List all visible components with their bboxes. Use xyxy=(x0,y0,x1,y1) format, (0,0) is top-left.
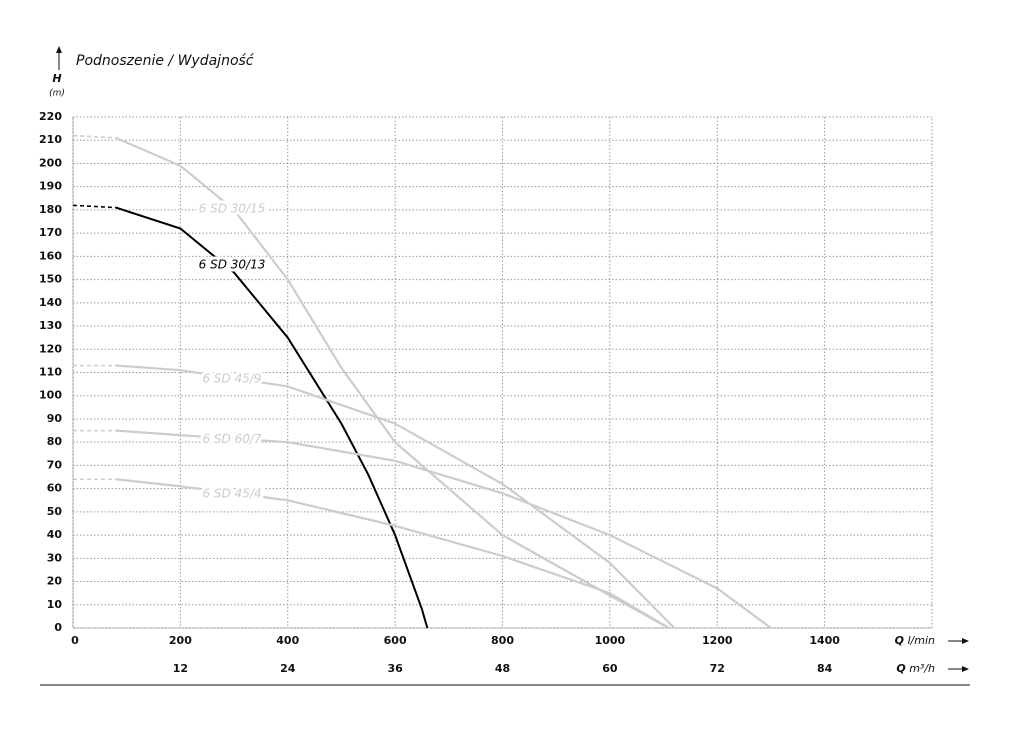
y-tick-label: 150 xyxy=(39,273,62,286)
series-label: 6 SD 45/9 xyxy=(202,371,261,385)
x-tick-label: 600 xyxy=(384,634,407,647)
x-arrow-head xyxy=(962,638,969,644)
x2-tick-label: 84 xyxy=(817,662,833,675)
y-tick-label: 190 xyxy=(39,180,62,193)
curve xyxy=(115,364,676,629)
y-tick-label: 110 xyxy=(39,366,62,379)
y-tick-label: 220 xyxy=(39,110,62,123)
y-arrow-head xyxy=(56,46,62,53)
y-tick-label: 200 xyxy=(39,156,62,169)
y-tick-label: 30 xyxy=(47,551,63,564)
y-tick-label: 210 xyxy=(39,133,62,146)
y-axis-unit: (m) xyxy=(49,89,65,99)
x-tick-label: 0 xyxy=(71,634,79,647)
y-tick-label: 0 xyxy=(54,621,62,634)
y-axis-label: H xyxy=(52,72,61,85)
series-label: 6 SD 30/13 xyxy=(199,257,266,271)
x-tick-label: 200 xyxy=(169,634,192,647)
x2-arrow-head xyxy=(962,666,969,672)
x2-axis-symbol: Q xyxy=(896,662,905,675)
x2-tick-label: 48 xyxy=(495,662,510,675)
y-tick-label: 180 xyxy=(39,203,62,216)
curve xyxy=(115,206,429,629)
y-tick-label: 90 xyxy=(47,412,63,425)
curve-start-dashed xyxy=(72,134,117,139)
y-tick-label: 160 xyxy=(39,249,62,262)
curve-start-dashed xyxy=(72,204,117,209)
series-label: 6 SD 60/7 xyxy=(202,432,261,446)
y-tick-label: 170 xyxy=(39,226,62,239)
x-axis-symbol: Q xyxy=(895,634,904,647)
y-tick-label: 140 xyxy=(39,296,62,309)
curve xyxy=(115,429,772,629)
y-tick-label: 40 xyxy=(47,528,63,541)
x2-axis-label: Q m³/h xyxy=(896,662,935,675)
y-tick-label: 20 xyxy=(47,575,63,588)
y-tick-label: 80 xyxy=(47,435,63,448)
series-label: 6 SD 30/15 xyxy=(199,202,266,216)
y-tick-label: 120 xyxy=(39,342,62,355)
x2-axis-unit: m³/h xyxy=(909,662,935,675)
x2-tick-label: 12 xyxy=(173,662,188,675)
x2-tick-label: 72 xyxy=(710,662,725,675)
x-tick-label: 800 xyxy=(491,634,514,647)
x-tick-label: 1200 xyxy=(702,634,733,647)
x2-tick-label: 36 xyxy=(387,662,403,675)
y-tick-label: 10 xyxy=(47,598,63,611)
series-label: 6 SD 45/4 xyxy=(202,487,261,501)
x-tick-label: 1000 xyxy=(595,634,626,647)
y-tick-label: 50 xyxy=(47,505,63,518)
x-tick-label: 400 xyxy=(276,634,299,647)
x-tick-label: 1400 xyxy=(809,634,840,647)
chart-title: Podnoszenie / Wydajność xyxy=(76,53,255,69)
x-axis-unit: l/min xyxy=(907,634,935,647)
x2-tick-label: 24 xyxy=(280,662,296,675)
y-tick-label: 60 xyxy=(47,482,63,495)
y-tick-label: 130 xyxy=(39,319,62,332)
y-tick-label: 100 xyxy=(39,389,62,402)
x-axis-label: Q l/min xyxy=(895,634,935,647)
y-tick-label: 70 xyxy=(47,458,63,471)
x2-tick-label: 60 xyxy=(602,662,618,675)
curve xyxy=(115,478,670,629)
curve xyxy=(115,136,670,629)
